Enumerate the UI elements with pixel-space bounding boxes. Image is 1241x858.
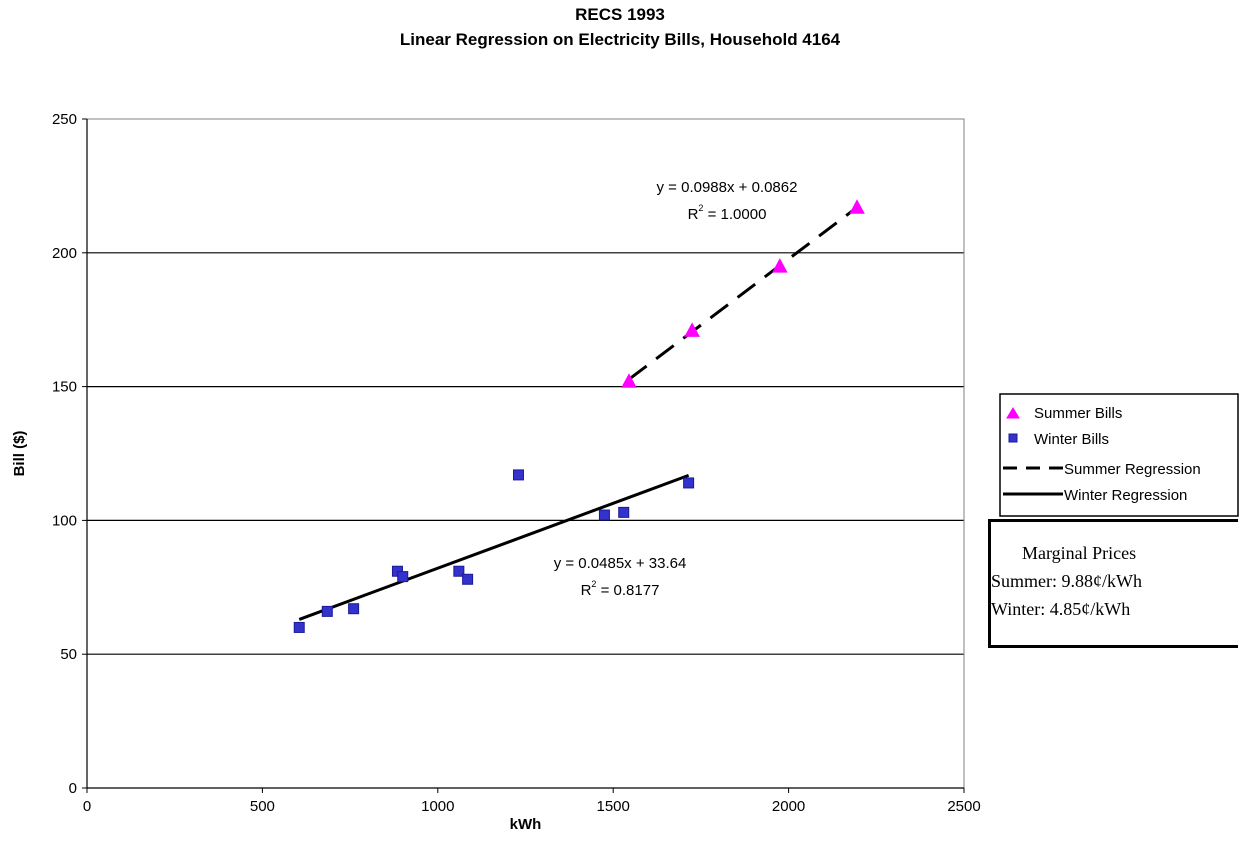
legend-triangle-icon (1006, 407, 1020, 419)
summer-bill-point (771, 258, 788, 273)
winter-bill-point (321, 605, 333, 617)
winter-bill-point (512, 469, 524, 481)
winter-bill-point (462, 573, 474, 585)
winter-bill-point (683, 477, 695, 489)
data-points (293, 199, 865, 633)
winter-regression-line (298, 473, 690, 621)
x-tick-label: 2000 (772, 798, 805, 815)
winter-bill-point (598, 509, 610, 521)
legend-item-summer-bills: Summer Bills (1034, 405, 1122, 422)
legend-item-winter-regression: Winter Regression (1064, 487, 1187, 504)
regression-lines (298, 206, 858, 621)
summer-bill-point (621, 373, 637, 388)
summer-regression-line (628, 206, 858, 381)
marginal-price-winter: Winter: 4.85¢/kWh (991, 599, 1131, 619)
x-tick-label: 2500 (947, 798, 980, 815)
y-tick-label: 150 (52, 379, 77, 396)
x-tick-label: 1500 (597, 798, 630, 815)
plot-area (86, 118, 965, 789)
y-axis-title: Bill ($) (11, 431, 28, 477)
legend-item-winter-bills: Winter Bills (1034, 431, 1109, 448)
chart-title-line-1: RECS 1993 (575, 5, 665, 24)
legend: Summer Bills Winter Bills Summer Regress… (999, 393, 1239, 517)
summer-regression-equation: y = 0.0988x + 0.0862 R2 = 1.0000 (657, 179, 798, 223)
legend-item-summer-regression: Summer Regression (1064, 461, 1201, 478)
winter-equation-text: y = 0.0485x + 33.64 (554, 555, 687, 572)
winter-bill-point (348, 603, 360, 615)
winter-regression-equation: y = 0.0485x + 33.64 R2 = 0.8177 (554, 555, 687, 599)
x-tick-label: 0 (83, 798, 91, 815)
winter-bill-point (453, 565, 465, 577)
y-tick-label: 200 (52, 245, 77, 262)
y-tick-label: 100 (52, 512, 77, 529)
marginal-price-summer: Summer: 9.88¢/kWh (991, 571, 1142, 591)
axes (82, 118, 965, 793)
y-tick-label: 50 (60, 646, 77, 663)
winter-bill-point (618, 506, 630, 518)
legend-square-icon (1008, 433, 1018, 443)
winter-bill-point (397, 571, 409, 583)
y-tick-label: 0 (69, 780, 77, 797)
chart-title: RECS 1993 Linear Regression on Electrici… (400, 5, 841, 49)
summer-bill-point (849, 199, 865, 214)
legend-box (999, 393, 1239, 517)
summer-r2-text: R2 = 1.0000 (688, 203, 767, 223)
y-tick-label: 250 (52, 111, 77, 128)
x-tick-label: 1000 (421, 798, 454, 815)
gridlines (87, 252, 964, 655)
winter-bill-point (293, 621, 305, 633)
chart-title-line-2: Linear Regression on Electricity Bills, … (400, 30, 841, 49)
marginal-prices-box: Marginal Prices Summer: 9.88¢/kWh Winter… (988, 519, 1238, 648)
x-tick-label: 500 (250, 798, 275, 815)
summer-equation-text: y = 0.0988x + 0.0862 (657, 179, 798, 196)
marginal-prices-title: Marginal Prices (1022, 543, 1137, 563)
summer-bill-point (684, 322, 700, 337)
winter-r2-text: R2 = 0.8177 (581, 579, 660, 599)
x-axis-title: kWh (510, 816, 542, 833)
